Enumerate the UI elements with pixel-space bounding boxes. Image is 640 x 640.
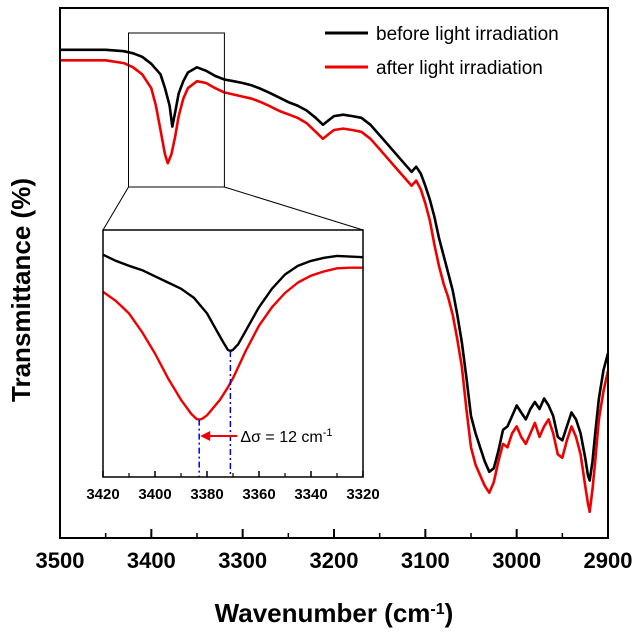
inset-series-line-before-light-irradiation [102, 253, 364, 353]
series-line-before-light-irradiation [60, 48, 610, 482]
inset-x-tick-label: 3400 [138, 486, 171, 503]
x-tick-label: 3000 [492, 548, 541, 573]
shift-label: Δσ = 12 cm-1 [240, 427, 332, 446]
x-tick-label: 2900 [584, 548, 633, 573]
x-tick-label: 3300 [218, 548, 267, 573]
zoom-connector-right [224, 186, 364, 231]
y-axis-title: Transmittance (%) [6, 178, 36, 402]
legend: before light irradiation after light irra… [325, 24, 559, 79]
inset-shift-annotation: Δσ = 12 cm-1 [198, 351, 333, 477]
x-tick-label: 3200 [310, 548, 359, 573]
inset-x-tick-label: 3340 [294, 486, 327, 503]
inset-background [103, 230, 363, 477]
legend-label-after-light-irradiation: after light irradiation [376, 58, 543, 79]
inset-x-tick-label: 3380 [190, 486, 223, 503]
series-line-after-light-irradiation [60, 59, 610, 514]
inset-x-tick-label: 3420 [86, 486, 119, 503]
x-tick-label: 3500 [36, 548, 85, 573]
main-plot-series [60, 48, 610, 514]
x-tick-label: 3400 [127, 548, 176, 573]
main-x-axis: 3500 3400 3300 3200 3100 3000 2900 [36, 529, 633, 573]
inset-x-axis: 3420 3400 3380 3360 3340 3320 [86, 471, 380, 503]
legend-label-before-light-irradiation: before light irradiation [376, 24, 559, 45]
zoom-connector-left [102, 186, 129, 231]
inset-series-line-after-light-irradiation [102, 266, 363, 421]
inset-x-tick-label: 3320 [346, 486, 379, 503]
inset-x-tick-label: 3360 [242, 486, 275, 503]
shift-arrow-head [200, 431, 211, 441]
x-axis-title: Wavenumber (cm-1) [215, 598, 454, 628]
x-tick-label: 3100 [401, 548, 450, 573]
inset-plot-series [102, 253, 364, 421]
zoom-region-box [128, 32, 225, 188]
